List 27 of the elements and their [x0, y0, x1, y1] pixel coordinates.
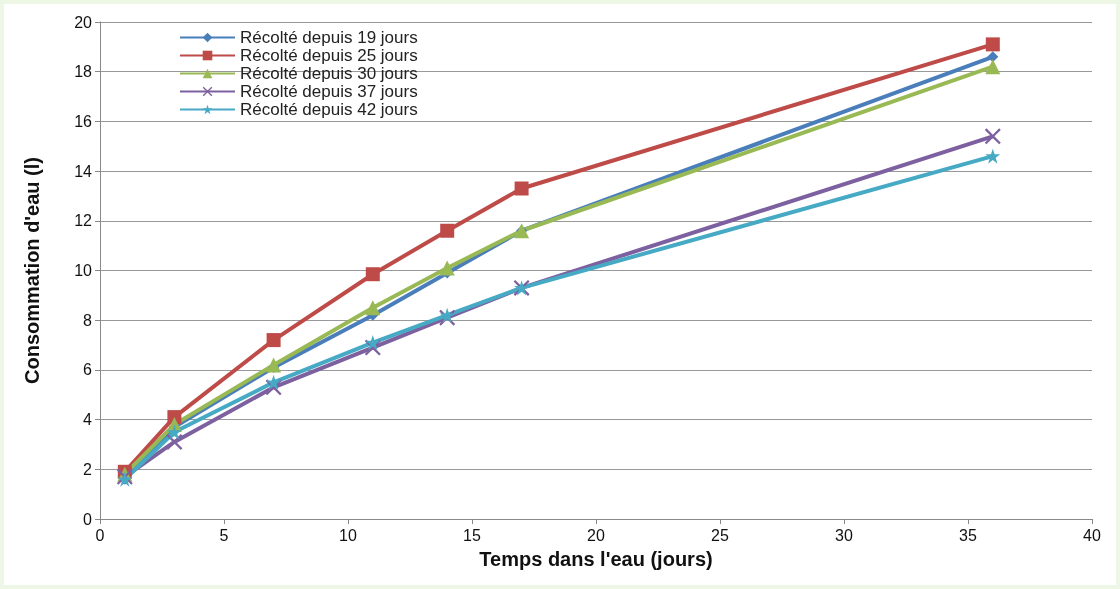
y-tick-label: 18 — [74, 63, 93, 81]
x-tick-label: 40 — [1083, 526, 1101, 544]
x-tick-label: 5 — [219, 526, 229, 544]
x-tick-label: 35 — [959, 526, 977, 544]
legend-label: Récolté depuis 25 jours — [240, 46, 418, 65]
x-tick-label: 30 — [835, 526, 853, 544]
x-tick-label: 10 — [339, 526, 357, 544]
y-tick-label: 16 — [74, 112, 93, 130]
legend-label: Récolté depuis 37 jours — [240, 82, 418, 101]
y-tick-label: 8 — [83, 311, 93, 329]
legend-label: Récolté depuis 30 jours — [240, 64, 418, 83]
x-tick-label: 0 — [95, 526, 105, 544]
y-tick-label: 14 — [74, 162, 93, 180]
y-tick-label: 2 — [83, 460, 93, 478]
y-tick-label: 10 — [74, 262, 93, 279]
y-axis-title: Consommation d'eau (l) — [21, 157, 43, 384]
x-tick-label: 20 — [587, 526, 605, 544]
y-tick-label: 20 — [74, 13, 93, 31]
y-tick-label: 6 — [83, 361, 93, 379]
y-tick-label: 12 — [74, 212, 93, 230]
y-tick-label: 0 — [83, 510, 93, 528]
x-tick-label: 25 — [711, 526, 729, 544]
x-axis-title: Temps dans l'eau (jours) — [479, 548, 713, 570]
legend-label: Récolté depuis 19 jours — [240, 28, 418, 47]
x-tick-label: 15 — [463, 526, 481, 544]
y-tick-label: 4 — [83, 411, 93, 429]
legend-label: Récolté depuis 42 jours — [240, 100, 418, 119]
